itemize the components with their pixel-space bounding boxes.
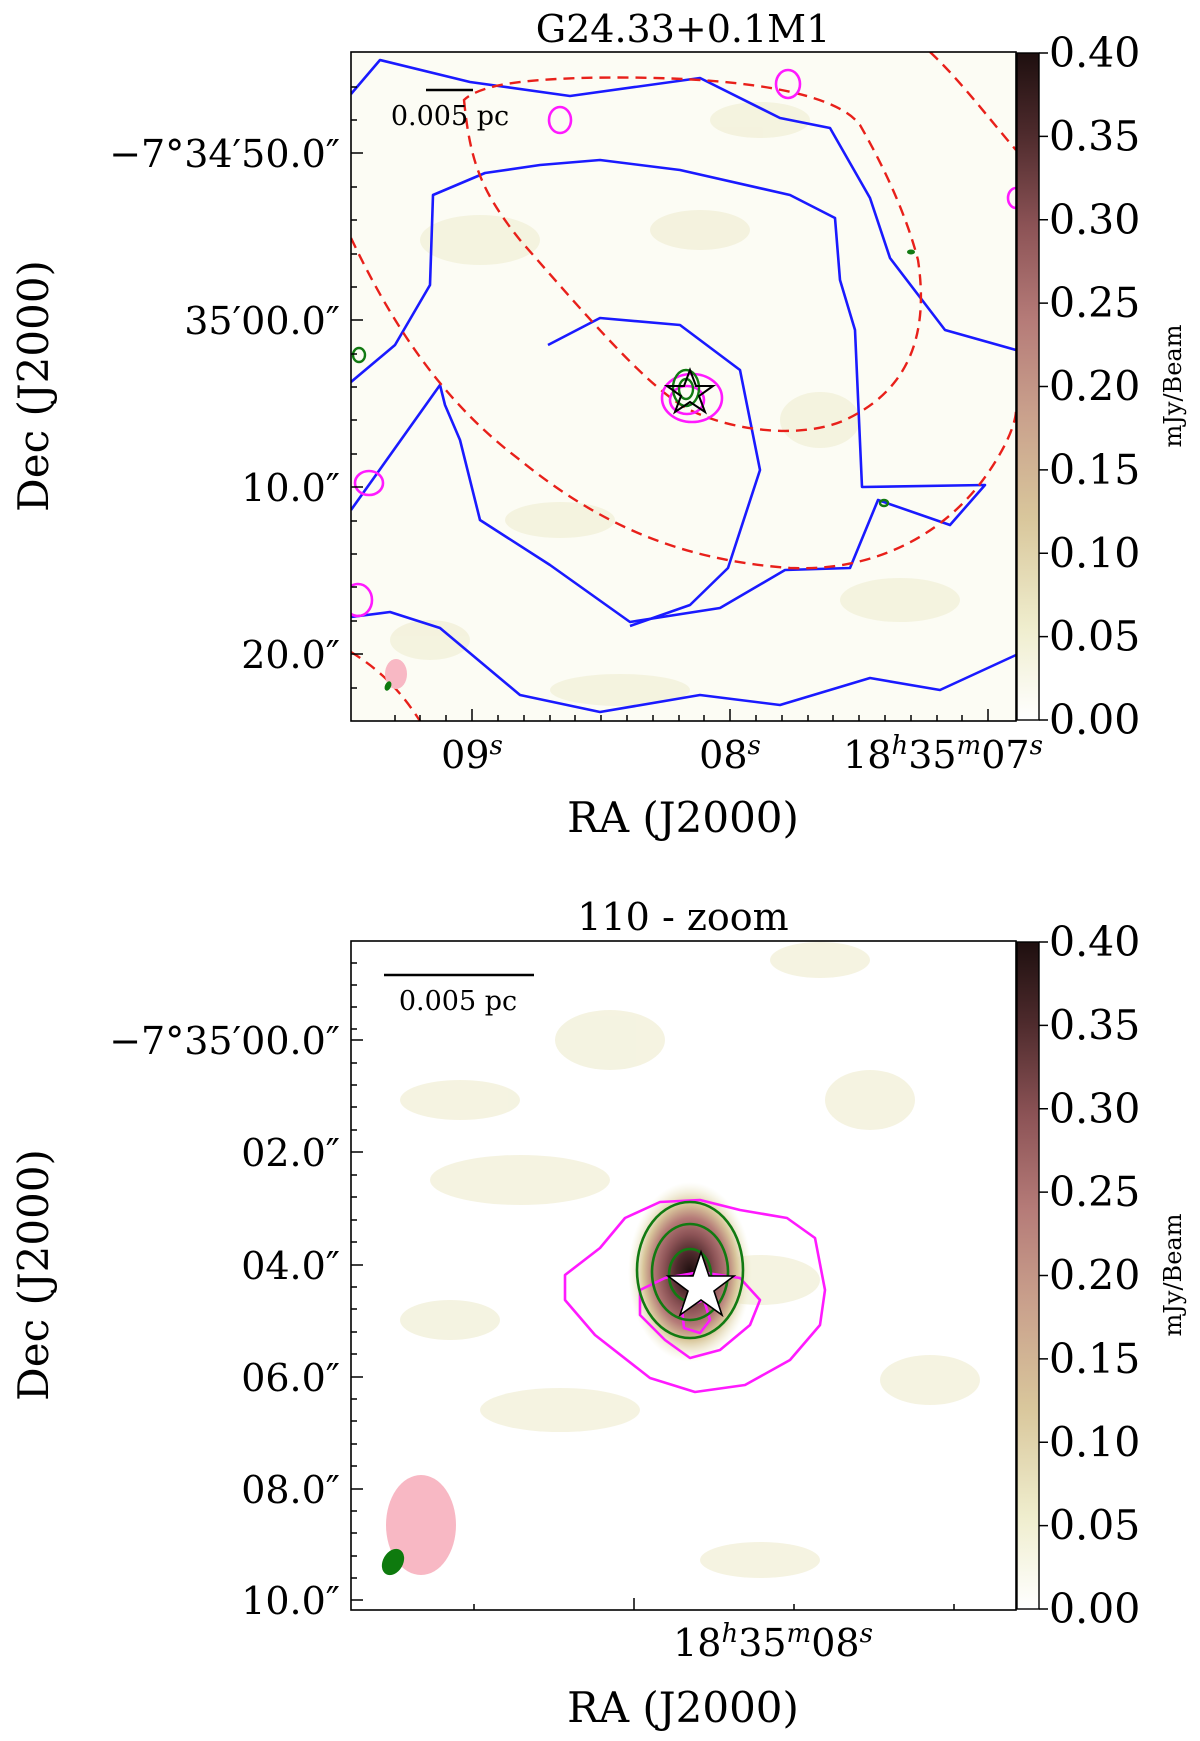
magenta-blob-3 (353, 469, 385, 497)
colorbar-tick-label: 0.00 (1049, 696, 1140, 744)
bottom-x-tick-label: 18h35m08s (673, 1619, 873, 1665)
top-beam-large (385, 659, 407, 689)
top-panel: G24.33+0.1M1 (9, 7, 1187, 842)
colorbar-tick-label: 0.25 (1049, 1168, 1140, 1216)
top-x-tick-label: 09s (441, 731, 503, 777)
green-contour-mid (650, 1222, 730, 1322)
bottom-colorbar-label: mJy/Beam (1159, 1213, 1187, 1336)
magenta-core-inner (668, 384, 706, 416)
ra-tick-text: 18h35m08s (673, 1619, 873, 1665)
blue-contour-lower (351, 610, 1016, 714)
red-contour-outer (351, 237, 1016, 570)
top-colorbar (1016, 52, 1040, 721)
bottom-star-marker (665, 1249, 737, 1318)
top-colorbar-ticks: 0.40 0.35 0.30 0.25 0.20 0.15 0.10 0.05 0.00 (1039, 29, 1140, 744)
magenta-blob-2 (547, 105, 573, 135)
top-y-tick-label: −7°34′50.0″ (109, 132, 340, 176)
bottom-scale-bar-label: 0.005 pc (399, 986, 517, 1017)
ra-tick-text: 08s (699, 731, 761, 777)
bottom-colorbar-ticks: 0.40 0.35 0.30 0.25 0.20 0.15 0.10 0.05 0.00 (1039, 918, 1140, 1633)
bottom-plot-frame (350, 940, 1017, 1611)
magenta-blob-1 (774, 68, 802, 100)
bottom-panel-title: 110 - zoom (577, 895, 788, 939)
bottom-noise-texture (400, 942, 980, 1578)
colorbar-tick-label: 0.05 (1049, 1502, 1140, 1550)
blue-contour-middle (351, 158, 987, 624)
bottom-beam-large (386, 1475, 456, 1575)
colorbar-tick-label: 0.40 (1049, 918, 1140, 966)
colorbar-tick-label: 0.20 (1049, 363, 1140, 411)
red-contour-bottom (351, 650, 422, 721)
bottom-beam-small (381, 1548, 405, 1576)
colorbar-tick-label: 0.35 (1049, 1001, 1140, 1049)
colorbar-tick-label: 0.00 (1049, 1585, 1140, 1633)
blue-contour-inner (547, 316, 762, 628)
colorbar-tick-label: 0.15 (1049, 446, 1140, 494)
colorbar-tick-label: 0.30 (1049, 1085, 1140, 1133)
top-x-tick-label: 18h35m07s (843, 731, 1043, 777)
top-y-tick-label: 10.0″ (241, 466, 340, 510)
colorbar-tick-label: 0.20 (1049, 1252, 1140, 1300)
top-noise-texture (390, 102, 960, 706)
green-contour-outer (635, 1200, 745, 1340)
blue-contour-outer (351, 58, 1016, 352)
top-star-marker (663, 367, 717, 415)
bottom-green-contours (635, 1200, 745, 1340)
bottom-y-tick-label: 08.0″ (241, 1468, 340, 1512)
bottom-y-tick-label: −7°35′00.0″ (109, 1019, 340, 1063)
bottom-colorbar (1016, 941, 1040, 1610)
top-magenta-contours (351, 68, 1016, 618)
bottom-y-axis-label: Dec (J2000) (9, 1149, 58, 1401)
bottom-tick-marks (351, 962, 955, 1610)
top-panel-title: G24.33+0.1M1 (536, 7, 831, 51)
bottom-x-axis-label: RA (J2000) (567, 1683, 799, 1732)
red-contour-corner (929, 52, 1016, 151)
top-colorbar-label: mJy/Beam (1159, 324, 1187, 447)
top-image-area (351, 52, 1016, 721)
source-emission (628, 1182, 752, 1362)
bottom-image-area (351, 941, 1016, 1610)
magenta-blob-5 (1006, 186, 1016, 210)
colorbar-tick-label: 0.05 (1049, 613, 1140, 661)
top-y-tick-label: 35′00.0″ (184, 299, 340, 343)
ra-tick-text: 18h35m07s (843, 731, 1043, 777)
top-y-tick-label: 20.0″ (241, 633, 340, 677)
green-blob-2 (878, 498, 890, 508)
colorbar-tick-label: 0.10 (1049, 529, 1140, 577)
green-core-outer (671, 368, 701, 408)
colorbar-tick-label: 0.35 (1049, 112, 1140, 160)
top-x-axis-label: RA (J2000) (567, 793, 799, 842)
colorbar-tick-label: 0.10 (1049, 1418, 1140, 1466)
colorbar-tick-label: 0.25 (1049, 279, 1140, 327)
bottom-panel: 110 - zoom (9, 895, 1187, 1732)
red-contour-inner (462, 76, 923, 433)
bottom-y-tick-label: 10.0″ (241, 1579, 340, 1623)
green-dot (907, 249, 915, 255)
colorbar-tick-label: 0.15 (1049, 1335, 1140, 1383)
top-beam-small (384, 681, 392, 691)
magenta-contour-mid (638, 1270, 762, 1360)
magenta-blob-4 (351, 582, 374, 618)
bottom-y-tick-label: 02.0″ (241, 1131, 340, 1175)
colorbar-tick-label: 0.40 (1049, 29, 1140, 77)
top-x-tick-label: 08s (699, 731, 761, 777)
top-blue-contours (351, 58, 1016, 714)
top-y-axis-label: Dec (J2000) (9, 260, 58, 512)
top-tick-marks (351, 86, 989, 721)
colorbar-tick-label: 0.30 (1049, 196, 1140, 244)
top-scale-bar-label: 0.005 pc (391, 101, 509, 132)
ra-tick-text: 09s (441, 731, 503, 777)
bottom-y-tick-label: 04.0″ (241, 1244, 340, 1288)
bottom-y-tick-label: 06.0″ (241, 1356, 340, 1400)
top-red-dashed-contours (351, 52, 1016, 721)
green-blob-1 (351, 346, 367, 364)
magenta-contour-outer (563, 1198, 827, 1394)
